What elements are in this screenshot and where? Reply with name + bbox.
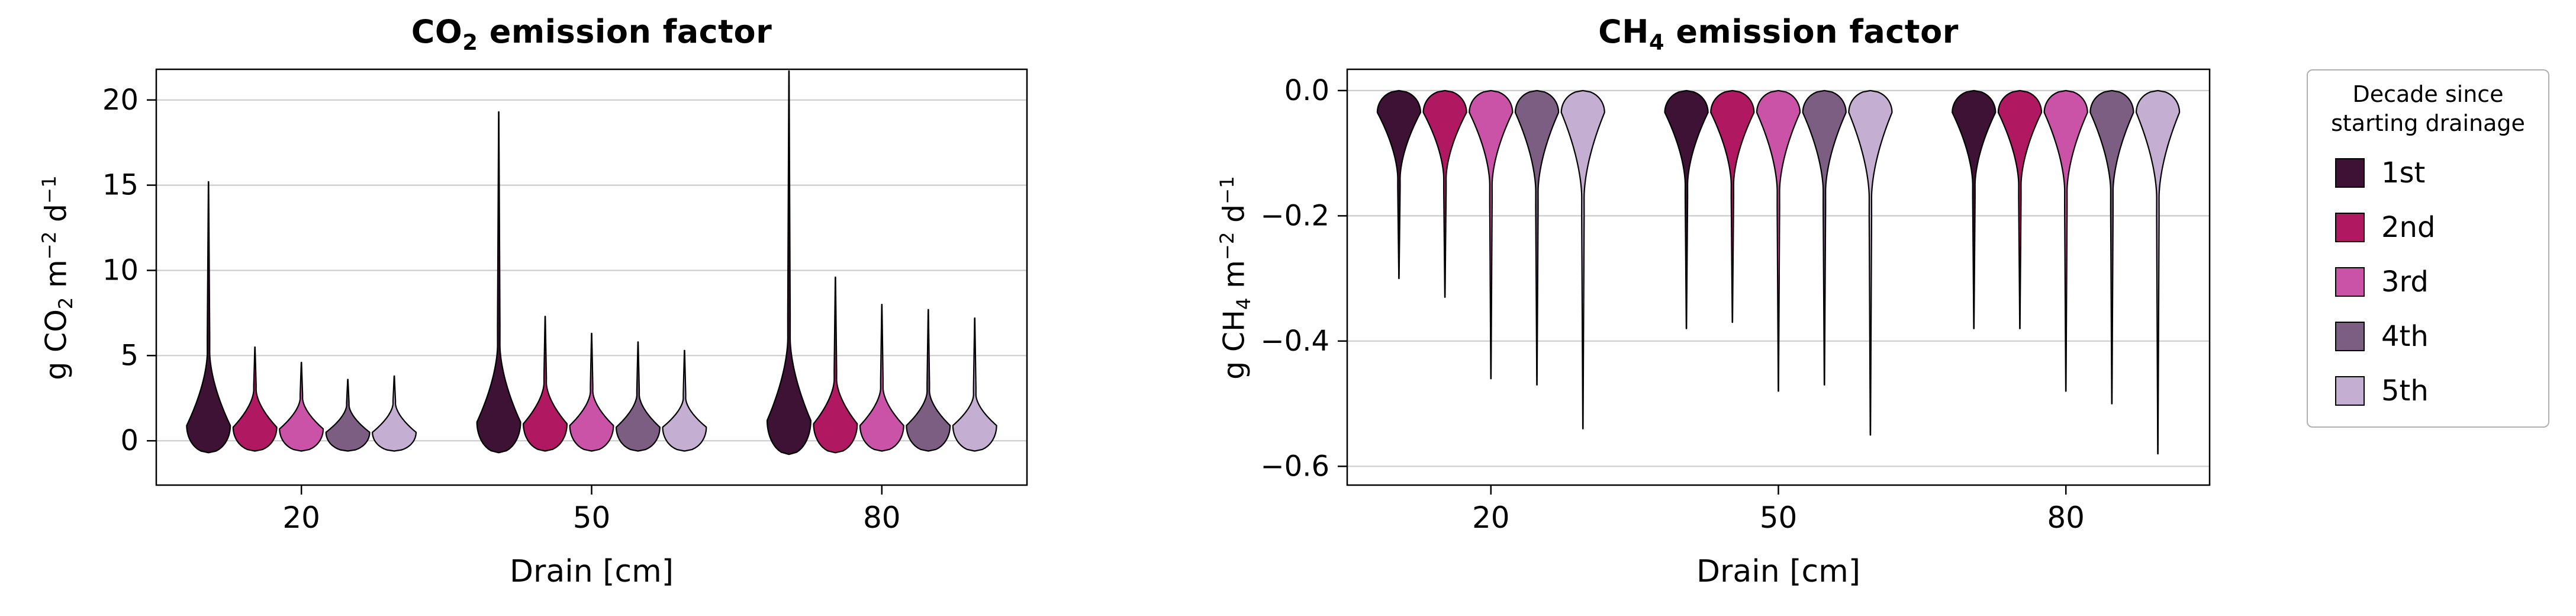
co2-violin-2nd-drain80 [813, 276, 858, 454]
co2-xtick-label-80: 80 [863, 500, 901, 535]
co2-violin-1st-drain80 [766, 70, 812, 455]
co2-violin-4th-drain80 [906, 309, 951, 452]
ch4-axes: 0.0 −0.2 −0.4 −0.6 20 50 80 [1260, 68, 2211, 535]
co2-violin-5th-drain50 [662, 349, 707, 452]
label-fragment: −1 [1216, 176, 1238, 204]
label-fragment: d [39, 203, 73, 232]
ch4-x-axis-label: Drain [cm] [1696, 554, 1861, 589]
ch4-violin-5th-drain20 [1560, 89, 1605, 429]
legend-entry-label: 1st [2381, 156, 2426, 190]
legend-entry-5th: 5th [2308, 364, 2548, 418]
legend-title-line1: Decade since [2352, 81, 2504, 107]
ch4-violin-2nd-drain20 [1422, 89, 1467, 298]
ch4-xtick-label-20: 20 [1472, 500, 1510, 535]
label-fragment: d [1217, 204, 1251, 232]
legend-entry-label: 3rd [2381, 265, 2429, 299]
ch4-violin-1st-drain50 [1664, 89, 1709, 329]
ch4-ytick-label-0.0: 0.0 [1284, 74, 1329, 107]
co2-violin-5th-drain20 [372, 375, 417, 452]
label-fragment: CH [1598, 13, 1649, 50]
co2-axes: 0 5 10 15 20 20 50 80 [102, 68, 1028, 535]
legend-entry-label: 2nd [2381, 210, 2436, 244]
co2-violin-2nd-drain50 [523, 316, 568, 452]
ch4-violin-3rd-drain20 [1469, 89, 1514, 380]
co2-violin-3rd-drain20 [279, 361, 324, 452]
label-fragment: 2 [54, 297, 78, 310]
ch4-violin-1st-drain80 [1952, 89, 1997, 329]
co2-ytick-label-15: 15 [102, 169, 139, 202]
label-fragment: 4 [1648, 29, 1665, 55]
co2-ytick-label-10: 10 [102, 254, 139, 287]
label-fragment: m [39, 259, 73, 297]
ch4-violin-2nd-drain50 [1710, 89, 1755, 323]
legend-swatch-2nd [2335, 212, 2365, 242]
co2-y-axis-label: g CO2 m−2 d−1 [27, 70, 77, 485]
co2-violin-1st-drain50 [476, 111, 521, 454]
ch4-violin-3rd-drain80 [2043, 89, 2088, 392]
legend-entry-1st: 1st [2308, 146, 2548, 200]
co2-ytick-label-0: 0 [120, 424, 139, 457]
legend-title-line2: starting drainage [2331, 110, 2525, 137]
legend-title: Decade since starting drainage [2308, 80, 2548, 139]
co2-ytick-label-5: 5 [120, 339, 139, 372]
ch4-violin-1st-drain20 [1376, 89, 1422, 280]
co2-plot-title: CO2 emission factor [156, 13, 1027, 55]
co2-ytick-label-20: 20 [102, 84, 139, 117]
legend-entry-4th: 4th [2308, 309, 2548, 364]
legend: Decade since starting drainage 1st 2nd 3rd… [2307, 69, 2549, 428]
ch4-ytick-label-−0.2: −0.2 [1260, 199, 1329, 232]
label-fragment: 4 [1232, 297, 1255, 310]
label-fragment: −2 [38, 231, 60, 260]
label-fragment: emission factor [1664, 13, 1959, 50]
label-fragment: −1 [38, 175, 60, 204]
co2-x-axis-label: Drain [cm] [509, 554, 674, 589]
ch4-violin-4th-drain20 [1514, 89, 1560, 386]
label-fragment: CO [411, 13, 463, 50]
label-fragment: −2 [1216, 232, 1238, 261]
legend-entry-2nd: 2nd [2308, 200, 2548, 255]
legend-entries: 1st 2nd 3rd 4th 5th [2308, 146, 2548, 418]
co2-violin-5th-drain80 [952, 317, 997, 452]
legend-swatch-5th [2335, 376, 2365, 406]
label-fragment: 2 [462, 29, 478, 55]
ch4-violin-4th-drain50 [1802, 89, 1847, 386]
co2-violin-4th-drain50 [615, 341, 661, 452]
ch4-plot-title: CH4 emission factor [1347, 13, 2210, 55]
label-fragment: emission factor [478, 13, 772, 50]
label-fragment: m [1217, 260, 1251, 298]
co2-violin-3rd-drain80 [859, 303, 904, 452]
co2-violin-4th-drain20 [325, 378, 371, 452]
ch4-y-axis-label: g CH4 m−2 d−1 [1205, 70, 1255, 485]
legend-entry-label: 4th [2381, 319, 2429, 353]
co2-violin-1st-drain20 [186, 181, 231, 454]
legend-entry-3rd: 3rd [2308, 255, 2548, 309]
legend-entry-label: 5th [2381, 374, 2429, 408]
legend-swatch-4th [2335, 321, 2365, 351]
label-fragment: g CO [39, 309, 73, 380]
ch4-ytick-label-−0.6: −0.6 [1260, 450, 1329, 483]
co2-xtick-label-20: 20 [282, 500, 320, 535]
co2-violin-2nd-drain20 [232, 346, 278, 452]
ch4-xtick-label-80: 80 [2047, 500, 2085, 535]
ch4-violin-5th-drain80 [2135, 89, 2181, 455]
co2-xtick-label-50: 50 [573, 500, 611, 535]
label-fragment: g CH [1217, 310, 1251, 380]
ch4-violin-3rd-drain50 [1756, 89, 1801, 392]
ch4-violin-4th-drain80 [2089, 89, 2134, 405]
legend-swatch-3rd [2335, 267, 2365, 297]
ch4-ytick-label-−0.4: −0.4 [1260, 325, 1329, 358]
ch4-xtick-label-50: 50 [1760, 500, 1798, 535]
legend-swatch-1st [2335, 158, 2365, 188]
co2-violin-3rd-drain50 [569, 332, 614, 452]
ch4-violin-2nd-drain80 [1997, 89, 2043, 329]
ch4-violin-5th-drain50 [1848, 89, 1893, 436]
